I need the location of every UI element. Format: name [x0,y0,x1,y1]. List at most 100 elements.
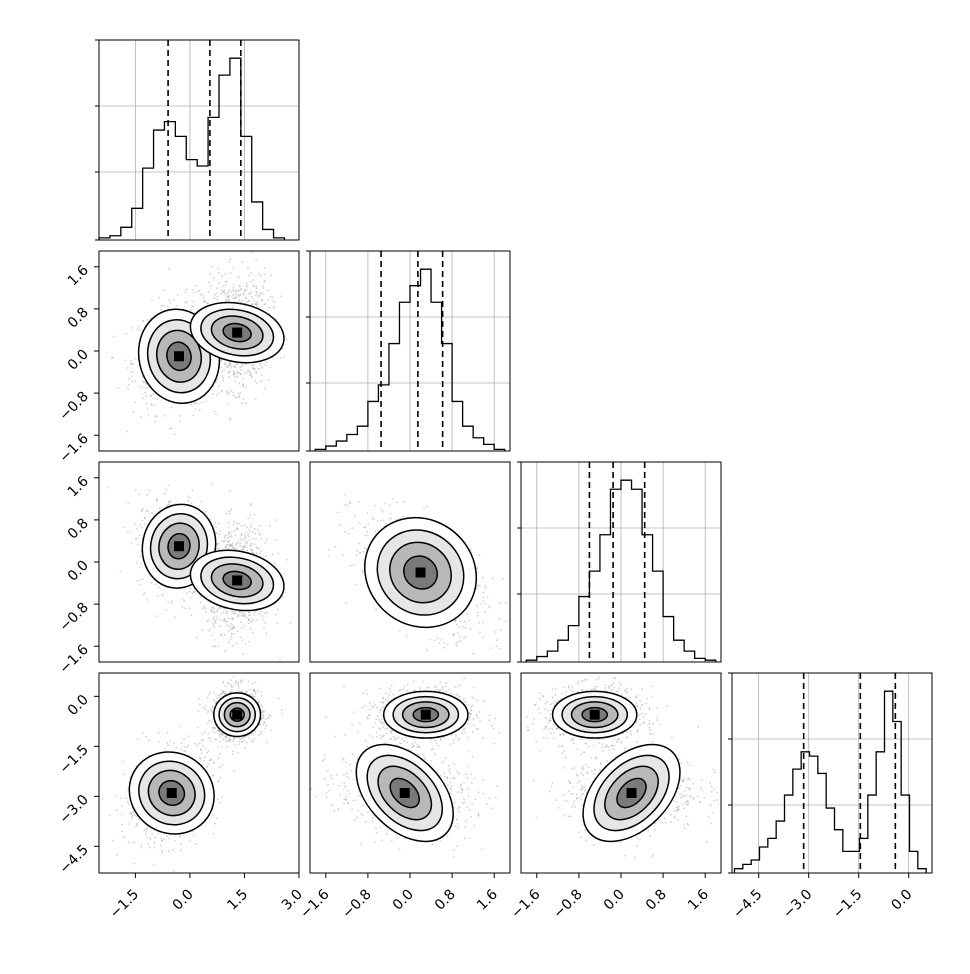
scatter-point [190,614,193,616]
scatter-point [476,584,479,587]
scatter-point [212,623,215,626]
scatter-point [194,742,196,745]
scatter-point [438,642,441,644]
scatter-point [216,615,219,618]
scatter-point [222,611,225,614]
scatter-point [264,303,267,305]
scatter-point [252,537,254,540]
scatter-point [258,367,260,370]
scatter-point [244,297,247,299]
scatter-point [154,836,157,839]
scatter-point [215,817,218,819]
scatter-point [236,370,239,373]
scatter-point [238,382,241,385]
scatter-point [250,280,253,283]
scatter-point [229,622,232,625]
scatter-point [219,776,222,779]
scatter-point [126,800,129,803]
scatter-point [251,549,253,552]
scatter-point [472,652,475,655]
scatter-point [237,289,240,292]
scatter-point [228,417,231,420]
scatter-point [240,534,243,537]
scatter-point [236,363,239,366]
scatter-point [232,391,235,394]
scatter-point [389,512,392,515]
scatter-point [260,364,263,367]
scatter-point [359,552,361,554]
scatter-point [259,362,261,365]
scatter-point [505,601,508,604]
scatter-point [253,543,256,546]
scatter-point [226,296,229,299]
scatter-point [366,534,369,537]
scatter-point [478,631,481,634]
scatter-point [193,401,196,404]
scatter-point [253,527,256,530]
scatter-point [211,814,214,817]
scatter-point [251,669,253,671]
scatter-point [228,364,231,366]
scatter-point [171,849,174,851]
scatter-point [263,303,266,306]
scatter-point [255,303,258,305]
scatter-point [269,366,272,369]
scatter-point [240,545,243,548]
scatter-point [232,523,235,526]
scatter-point [488,606,491,609]
scatter-point [216,542,219,545]
scatter-point [234,380,237,383]
scatter-point [130,370,132,373]
scatter-point [232,266,235,269]
scatter-point [264,621,267,624]
scatter-point [184,301,187,304]
scatter-point [223,537,226,539]
scatter-point [135,815,138,818]
scatter-point [228,295,231,298]
scatter-point [233,547,236,550]
scatter-point [132,811,135,814]
scatter-point [229,509,232,512]
scatter-point [361,571,364,574]
scatter-point [145,509,148,512]
scatter-point [222,285,225,288]
scatter-point [483,602,486,605]
scatter-point [209,691,211,694]
scatter-point [181,597,184,600]
scatter-point [238,284,241,287]
scatter-point [201,732,204,735]
scatter-point [249,544,251,547]
scatter-point [226,737,228,740]
scatter-point [158,741,161,743]
scatter-point [216,298,219,301]
scatter-point [189,309,192,311]
scatter-point [223,690,225,693]
scatter-point [476,604,478,607]
scatter-point [250,503,252,505]
scatter-point [249,514,252,517]
scatter-point [358,542,361,545]
scatter-point [250,295,253,298]
scatter-point [361,569,364,572]
scatter-point [396,501,399,504]
scatter-point [228,289,230,292]
scatter-point [160,304,163,307]
scatter-point [186,495,189,498]
scatter-point [133,841,135,843]
scatter-point [220,633,222,636]
scatter-point [229,258,232,261]
scatter-point [215,526,217,528]
scatter-point [169,427,171,430]
scatter-point [215,292,218,294]
scatter-point [271,299,274,302]
scatter-point [218,533,221,536]
scatter-point [219,625,222,628]
scatter-point [264,542,267,544]
scatter-point [363,526,365,529]
scatter-point [138,385,141,388]
scatter-point [237,683,239,686]
scatter-point [186,460,188,462]
scatter-point [215,381,218,383]
scatter-point [258,613,260,616]
scatter-point [255,287,258,290]
